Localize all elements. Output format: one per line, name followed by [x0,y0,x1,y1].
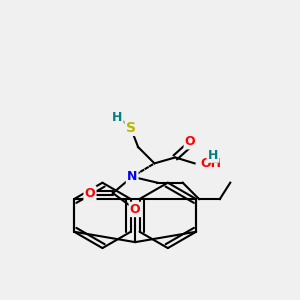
Text: O: O [185,135,195,148]
Text: H: H [208,148,218,162]
Text: O: O [85,187,95,200]
Text: H: H [112,111,122,124]
Text: S: S [126,121,136,135]
Text: OH: OH [200,157,221,170]
Text: O: O [130,203,140,216]
Text: N: N [127,170,137,183]
